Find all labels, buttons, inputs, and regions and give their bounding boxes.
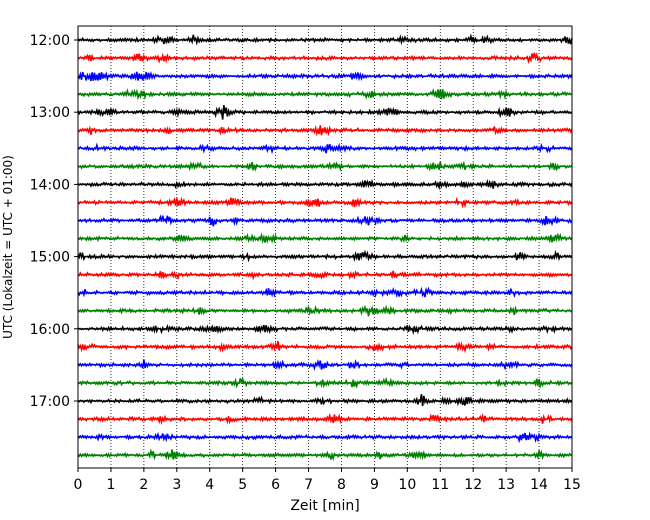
x-tick-label: 14 <box>530 477 548 493</box>
x-tick-label: 1 <box>106 477 115 493</box>
trace-series <box>77 33 573 462</box>
trace-line <box>77 33 573 46</box>
x-axis-label: Zeit [min] <box>290 498 359 514</box>
x-tick-label: 6 <box>271 477 280 493</box>
x-tick-label: 3 <box>172 477 181 493</box>
y-tick-label: 14:00 <box>30 177 70 193</box>
trace-line <box>77 286 573 299</box>
trace-line <box>77 358 573 371</box>
trace-line <box>77 431 573 444</box>
trace-line <box>77 125 573 137</box>
trace-line <box>77 270 573 281</box>
trace-line <box>77 104 573 120</box>
trace-line <box>77 324 573 335</box>
trace-line <box>77 394 573 407</box>
x-tick-label: 12 <box>464 477 482 493</box>
trace-line <box>77 376 573 389</box>
y-tick-label: 15:00 <box>30 250 70 266</box>
x-tick-label: 13 <box>497 477 515 493</box>
x-tick-label: 10 <box>398 477 416 493</box>
y-tick-label: 13:00 <box>30 105 70 121</box>
y-axis-label: UTC (Lokalzeit = UTC + 01:00) <box>1 155 15 339</box>
trace-line <box>77 178 573 191</box>
x-tick-label: 4 <box>205 477 214 493</box>
trace-line <box>77 214 573 227</box>
trace-line <box>77 304 573 317</box>
x-tick-label: 7 <box>304 477 313 493</box>
y-tick-label: 16:00 <box>30 322 70 338</box>
x-tick-label: 8 <box>337 477 346 493</box>
trace-line <box>77 160 573 172</box>
x-tick-label: 2 <box>139 477 148 493</box>
trace-line <box>77 448 573 462</box>
y-axis-ticks: 12:00 13:00 14:00 15:00 16:00 17:00 <box>30 33 78 410</box>
trace-line <box>77 70 573 82</box>
x-tick-label: 0 <box>74 477 83 493</box>
trace-line <box>77 196 573 209</box>
trace-line <box>77 340 573 354</box>
trace-line <box>77 412 573 426</box>
trace-line <box>77 142 573 155</box>
x-tick-label: 5 <box>238 477 247 493</box>
y-tick-label: 17:00 <box>30 394 70 410</box>
y-tick-label: 12:00 <box>30 33 70 49</box>
x-tick-label: 15 <box>563 477 581 493</box>
x-tick-label: 11 <box>431 477 449 493</box>
plot-frame <box>77 25 573 469</box>
trace-line <box>77 232 573 244</box>
trace-line <box>77 88 573 101</box>
x-tick-label: 9 <box>370 477 379 493</box>
trace-line <box>77 249 573 263</box>
x-axis-ticks: 0 1 2 3 4 5 6 7 8 9 10 11 12 13 14 15 <box>74 468 581 493</box>
trace-line <box>77 51 573 65</box>
